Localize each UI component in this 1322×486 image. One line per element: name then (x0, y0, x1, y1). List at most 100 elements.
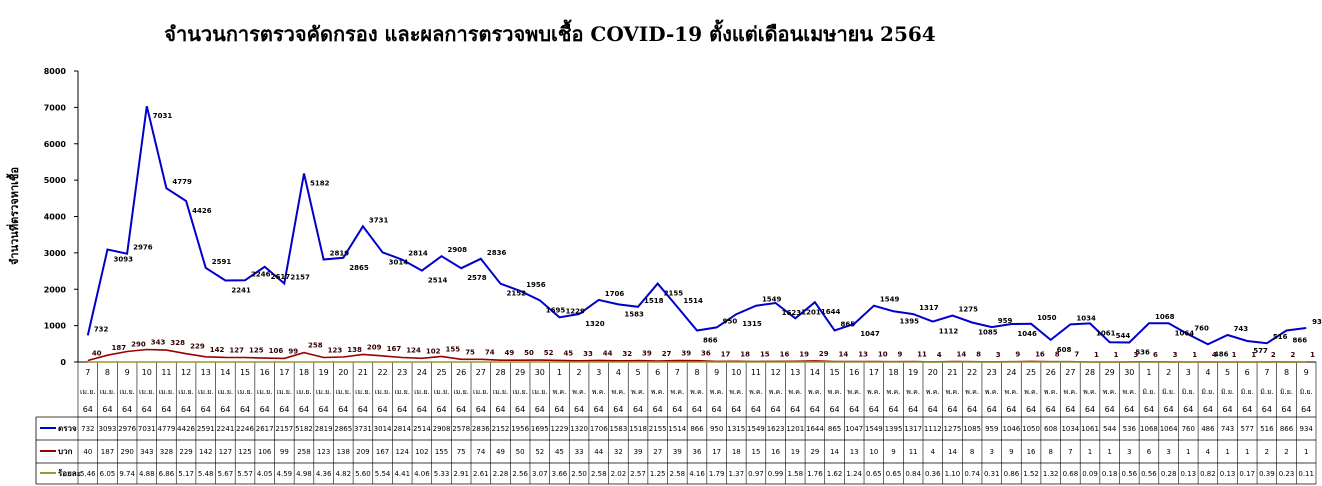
x-month-label: พ.ค. (1063, 388, 1077, 396)
table-cell: 1.10 (945, 470, 961, 478)
data-label-series-1: 1046 (1017, 330, 1037, 338)
x-month-label: พ.ค. (729, 388, 743, 396)
legend-label: บวก (58, 447, 73, 456)
data-label-series-2: 19 (799, 350, 809, 358)
chart-title: จำนวนการตรวจคัดกรอง และผลการตรวจพบเชื้อ … (164, 22, 936, 46)
x-month-label: เม.ย. (453, 388, 469, 396)
x-year-label: 64 (279, 405, 289, 414)
table-cell: 45 (555, 448, 564, 456)
x-year-label: 64 (1006, 405, 1016, 414)
table-cell: 258 (297, 448, 310, 456)
table-cell: 4.06 (414, 470, 430, 478)
x-year-label: 64 (417, 405, 427, 414)
x-year-label: 64 (1085, 405, 1095, 414)
data-label-series-1: 2591 (212, 258, 232, 266)
y-tick-label: 8000 (44, 67, 67, 76)
x-month-label: มิ.ย. (1182, 388, 1195, 396)
x-day-label: 25 (1026, 368, 1036, 377)
x-year-label: 64 (653, 405, 663, 414)
data-label-series-2: 14 (956, 350, 966, 358)
x-day-label: 16 (260, 368, 270, 377)
table-cell: 1956 (511, 425, 529, 433)
table-cell: 1 (1245, 448, 1249, 456)
table-cell: 0.13 (1220, 470, 1236, 478)
x-day-label: 19 (908, 368, 918, 377)
x-day-label: 29 (1105, 368, 1115, 377)
table-cell: 1644 (806, 425, 824, 433)
table-cell: 3731 (354, 425, 372, 433)
table-cell: 1320 (570, 425, 588, 433)
x-day-label: 6 (1245, 368, 1250, 377)
table-cell: 0.65 (866, 470, 882, 478)
table-cell: 0.56 (1122, 470, 1138, 478)
data-label-series-2: 10 (878, 351, 888, 359)
data-label-series-2: 18 (740, 350, 750, 358)
x-day-label: 12 (181, 368, 191, 377)
x-day-label: 9 (125, 368, 130, 377)
table-cell: 29 (810, 448, 819, 456)
table-cell: 1549 (865, 425, 883, 433)
table-cell: 2.91 (453, 470, 469, 478)
x-month-label: มิ.ย. (1280, 388, 1293, 396)
x-day-label: 22 (967, 368, 977, 377)
table-cell: 1050 (1022, 425, 1040, 433)
x-year-label: 64 (535, 405, 545, 414)
table-cell: 5.48 (198, 470, 214, 478)
table-cell: 2.58 (670, 470, 686, 478)
data-label-series-1: 1229 (565, 307, 585, 315)
x-month-label: เม.ย. (473, 388, 489, 396)
x-day-label: 5 (636, 368, 641, 377)
data-label-series-2: 2 (1291, 351, 1296, 359)
data-label-series-1: 1315 (742, 320, 762, 328)
x-day-label: 20 (338, 368, 348, 377)
x-month-label: เม.ย. (355, 388, 371, 396)
data-label-series-2: 4 (1212, 351, 1217, 359)
table-cell: 934 (1299, 425, 1313, 433)
x-year-label: 64 (554, 405, 564, 414)
table-cell: 1395 (885, 425, 903, 433)
table-cell: 760 (1182, 425, 1195, 433)
table-cell: 11 (909, 448, 918, 456)
x-day-label: 8 (1284, 368, 1289, 377)
x-day-label: 12 (771, 368, 781, 377)
x-day-label: 9 (1304, 368, 1309, 377)
table-cell: 187 (101, 448, 114, 456)
x-day-label: 29 (515, 368, 525, 377)
x-year-label: 64 (377, 405, 387, 414)
table-cell: 1.76 (807, 470, 823, 478)
x-day-label: 14 (220, 368, 230, 377)
table-cell: 959 (985, 425, 998, 433)
x-day-label: 26 (1046, 368, 1056, 377)
y-tick-label: 4000 (44, 213, 67, 222)
table-cell: 142 (199, 448, 212, 456)
table-cell: 9.74 (119, 470, 135, 478)
x-month-label: พ.ค. (572, 388, 586, 396)
table-cell: 27 (653, 448, 662, 456)
x-year-label: 64 (161, 405, 171, 414)
data-label-series-1: 866 (703, 336, 718, 344)
y-tick-label: 5000 (44, 176, 67, 185)
table-cell: 123 (317, 448, 330, 456)
data-label-series-1: 1514 (683, 297, 703, 305)
data-label-series-2: 125 (249, 346, 264, 354)
x-year-label: 64 (397, 405, 407, 414)
data-label-series-2: 33 (583, 350, 593, 358)
table-cell: 290 (120, 448, 133, 456)
table-cell: 4.36 (316, 470, 332, 478)
data-label-series-2: 8 (976, 351, 981, 359)
x-year-label: 64 (1183, 405, 1193, 414)
x-month-label: พ.ค. (867, 388, 881, 396)
x-year-label: 64 (181, 405, 191, 414)
table-cell: 0.23 (1279, 470, 1295, 478)
x-month-label: พ.ค. (1103, 388, 1117, 396)
table-cell: 49 (496, 448, 505, 456)
table-cell: 2152 (492, 425, 510, 433)
data-label-series-1: 3014 (389, 258, 409, 266)
x-day-label: 15 (829, 368, 839, 377)
data-label-series-1: 2617 (271, 273, 291, 281)
data-label-series-2: 1 (1114, 351, 1119, 359)
table-cell: 6.05 (100, 470, 116, 478)
x-year-label: 64 (810, 405, 820, 414)
x-month-label: พ.ค. (1083, 388, 1097, 396)
x-day-label: 22 (377, 368, 387, 377)
